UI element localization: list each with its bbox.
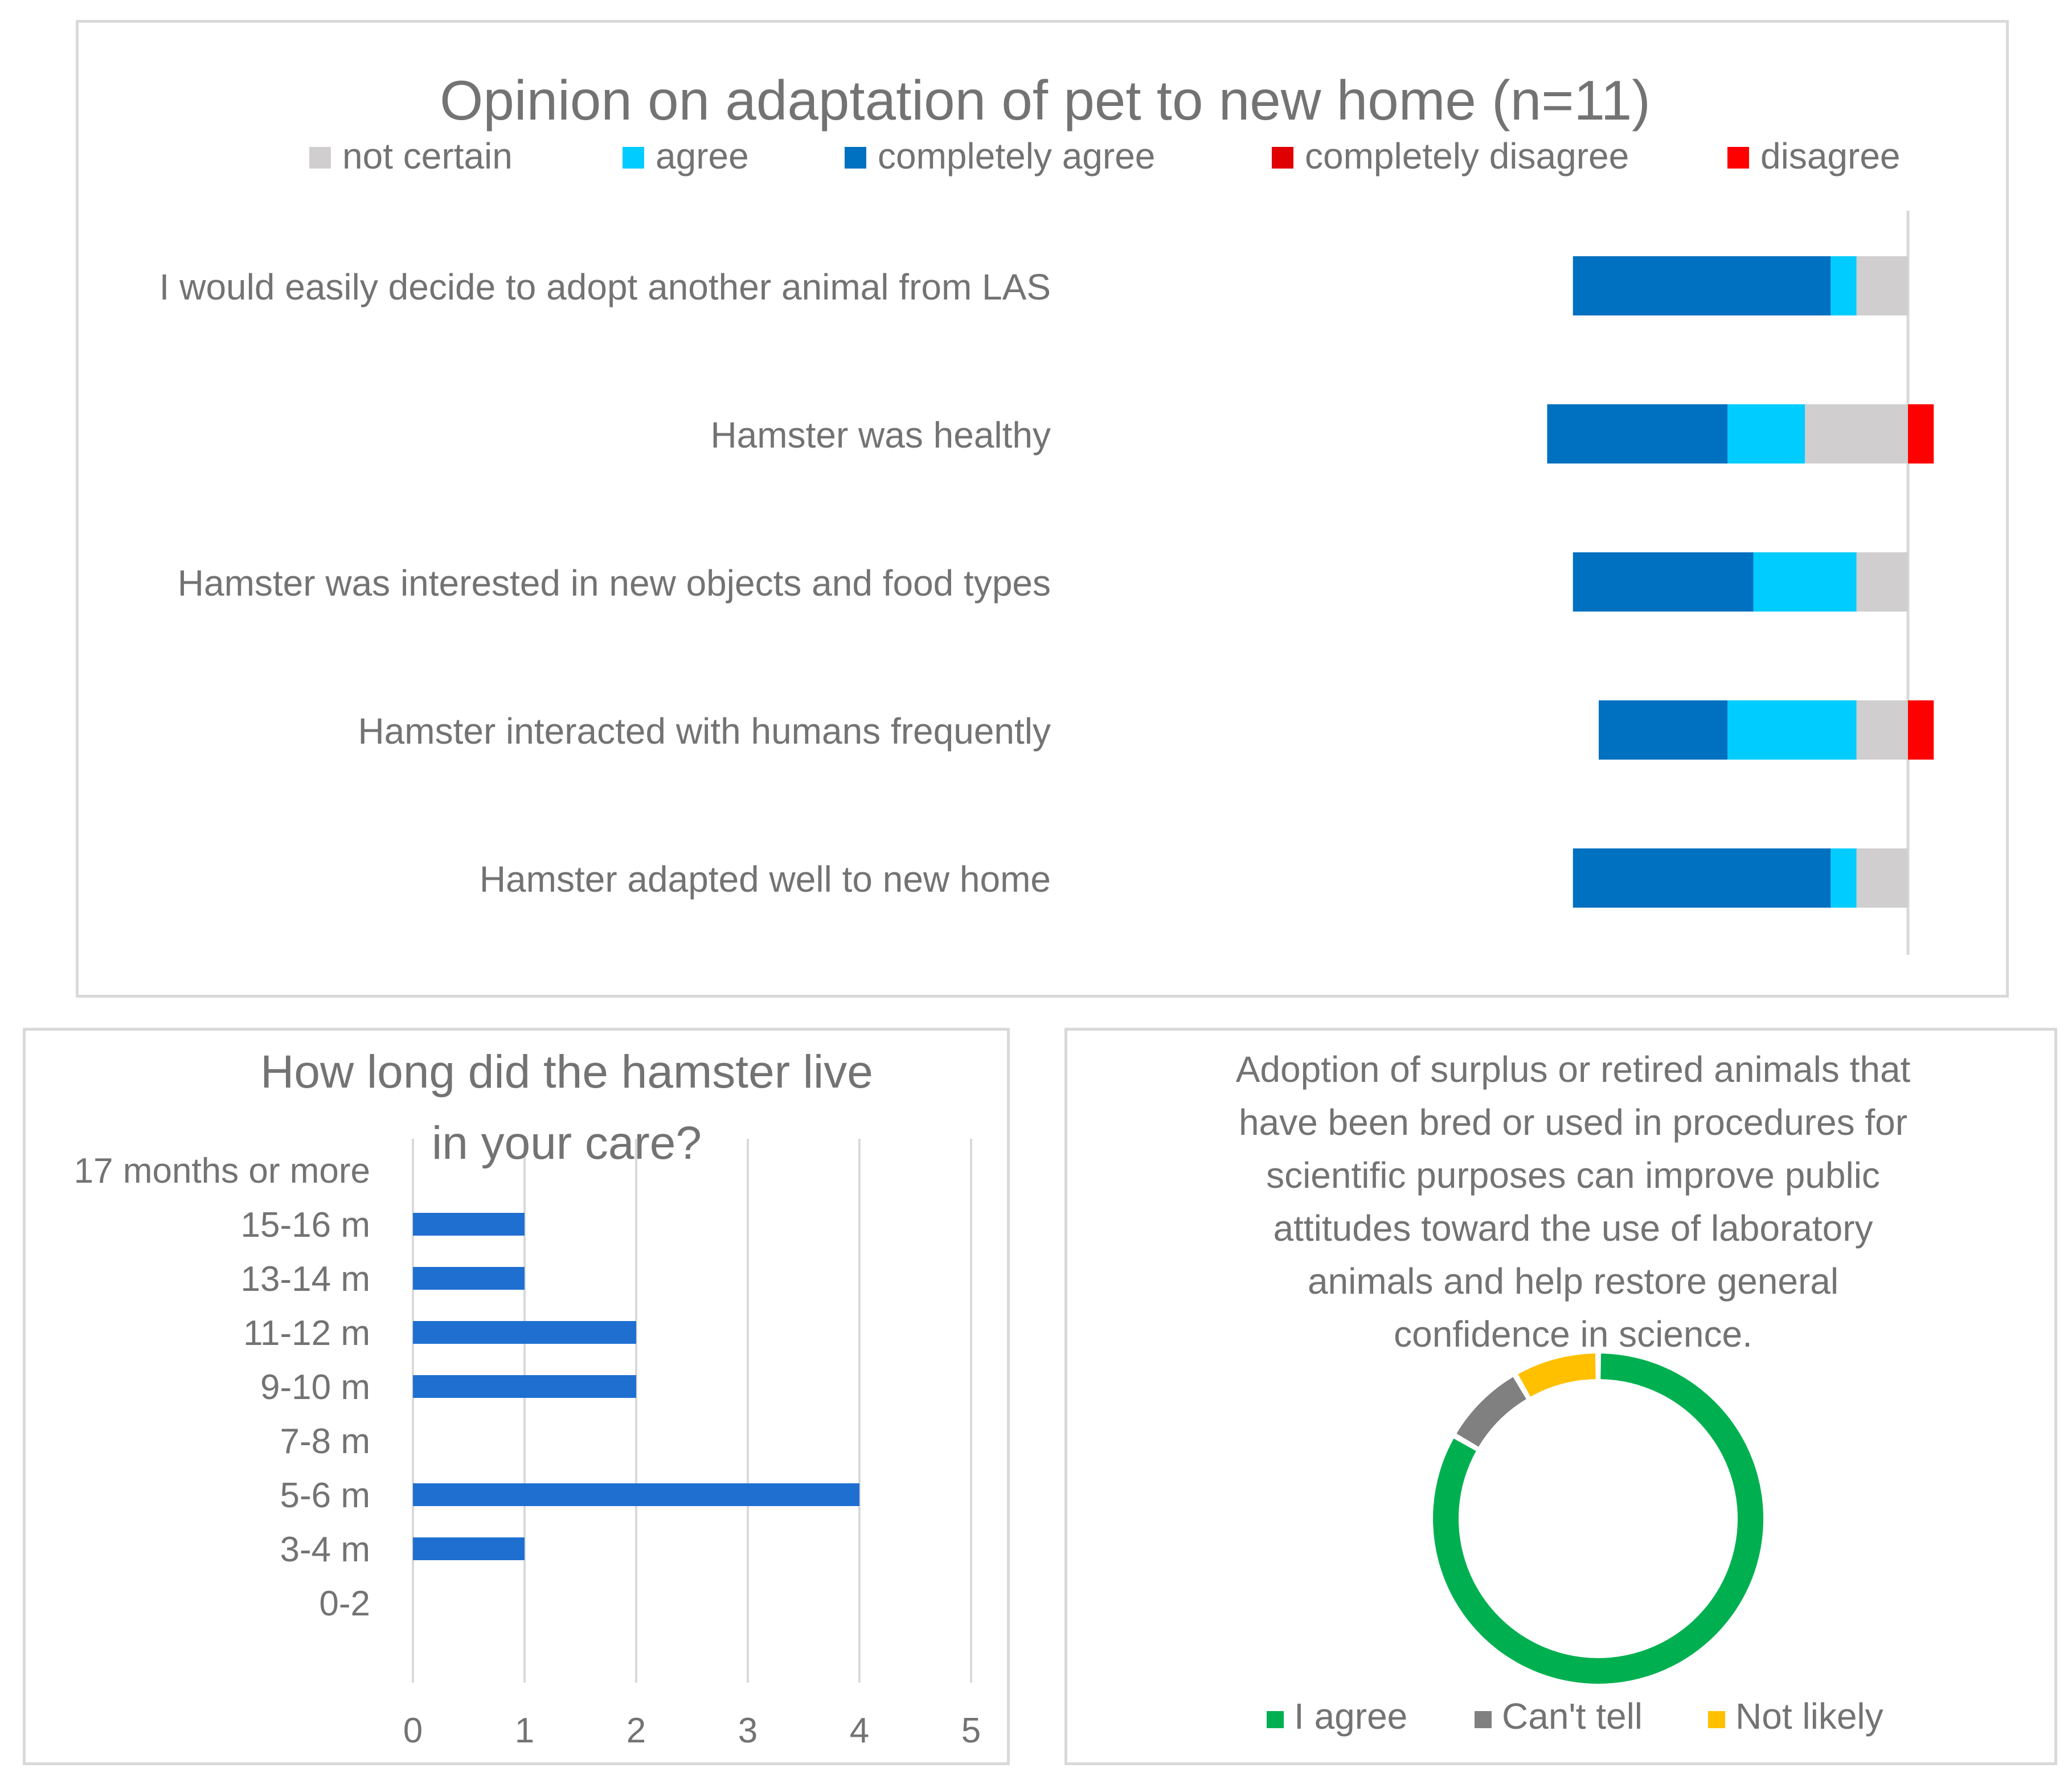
legend-label: Not likely — [1735, 1696, 1883, 1737]
category-label: 13-14 m — [241, 1260, 370, 1299]
legend-label: disagree — [1760, 136, 1901, 177]
adoption-opinion-panel: Adoption of surplus or retired animals t… — [1064, 1028, 2057, 1765]
bar — [413, 1213, 525, 1236]
chart-title: How long did the hamster live in your car… — [260, 1046, 873, 1169]
lifespan-chart: 17 months or more 15-16 m 13-14 m 11-12 m 9-… — [74, 1046, 981, 1750]
bar — [413, 1375, 636, 1398]
bar-segment — [1908, 404, 1934, 464]
chart-title-line: have been bred or used in procedures for — [1239, 1102, 1907, 1143]
bar-segment — [1805, 404, 1908, 464]
category-label: 9-10 m — [260, 1368, 370, 1407]
x-tick-label: 3 — [738, 1711, 757, 1750]
title-line: in your care? — [432, 1117, 702, 1169]
chart-title-line: confidence in science. — [1394, 1314, 1752, 1355]
category-label: Hamster was interested in new objects an… — [178, 563, 1051, 604]
bar-segment — [1856, 848, 1908, 908]
title-line: How long did the hamster live — [260, 1046, 873, 1098]
x-tick-label: 1 — [515, 1711, 534, 1750]
category-label: I would easily decide to adopt another a… — [159, 266, 1051, 307]
bar-segment — [1831, 256, 1857, 315]
legend-swatch — [1272, 147, 1293, 169]
category-label: 5-6 m — [280, 1476, 370, 1515]
bar — [413, 1483, 859, 1506]
legend-swatch — [1475, 1711, 1492, 1728]
bar-segment — [1573, 848, 1831, 908]
bar — [413, 1267, 525, 1290]
category-label: 3-4 m — [280, 1530, 370, 1569]
bar-segment — [1573, 256, 1831, 315]
category-label: 11-12 m — [243, 1314, 370, 1353]
opinion-chart-panel: Opinion on adaptation of pet to new home… — [76, 20, 2009, 998]
bar-segment — [1547, 404, 1728, 464]
legend-label: not certain — [342, 136, 513, 177]
opinion-chart: Opinion on adaptation of pet to new home… — [159, 69, 1934, 955]
chart-title-line: scientific purposes can improve public — [1266, 1155, 1880, 1196]
legend-swatch — [1708, 1711, 1725, 1728]
x-tick-label: 4 — [850, 1711, 869, 1750]
legend-label: completely disagree — [1305, 136, 1629, 177]
bar-segment — [1856, 256, 1908, 315]
category-label: 17 months or more — [74, 1151, 370, 1191]
bar-segment — [1908, 700, 1934, 760]
x-tick-label: 0 — [403, 1711, 423, 1750]
bar-segment — [1573, 552, 1754, 612]
category-label: 7-8 m — [280, 1422, 370, 1461]
category-label: 15-16 m — [241, 1205, 370, 1245]
donut-slice — [1518, 1353, 1596, 1397]
bar-segment — [1727, 404, 1805, 464]
x-tick-label: 5 — [961, 1711, 981, 1750]
x-tick-label: 2 — [626, 1711, 646, 1750]
bar — [413, 1537, 525, 1560]
legend-label: Can't tell — [1502, 1696, 1643, 1737]
legend-label: agree — [656, 136, 749, 177]
chart-title-line: Adoption of surplus or retired animals t… — [1236, 1049, 1911, 1090]
category-label: Hamster was healthy — [710, 415, 1051, 456]
lifespan-chart-panel: 17 months or more 15-16 m 13-14 m 11-12 m 9-… — [23, 1028, 1010, 1765]
legend-swatch — [623, 147, 644, 169]
legend-swatch — [1727, 147, 1749, 169]
bar-segment — [1856, 552, 1908, 612]
category-label: 0-2 — [319, 1584, 370, 1623]
category-label: Hamster interacted with humans frequentl… — [358, 711, 1051, 752]
bar-segment — [1856, 700, 1908, 760]
legend-swatch — [309, 147, 331, 169]
bar-segment — [1727, 700, 1857, 760]
donut-slice — [1456, 1377, 1526, 1447]
bar-segment — [1599, 700, 1728, 760]
bar-segment — [1831, 848, 1857, 908]
adoption-donut-chart: Adoption of surplus or retired animals t… — [1236, 1049, 1911, 1737]
legend-label: I agree — [1294, 1696, 1407, 1737]
chart-title-line: animals and help restore general — [1308, 1261, 1838, 1302]
bar — [413, 1321, 636, 1344]
legend-label: completely agree — [878, 136, 1155, 177]
bar-segment — [1753, 552, 1857, 612]
chart-title-line: attitudes toward the use of laboratory — [1273, 1208, 1873, 1249]
legend-swatch — [1267, 1711, 1284, 1728]
category-label: Hamster adapted well to new home — [480, 859, 1051, 900]
chart-title: Opinion on adaptation of pet to new home… — [440, 69, 1651, 132]
legend-swatch — [845, 147, 866, 169]
